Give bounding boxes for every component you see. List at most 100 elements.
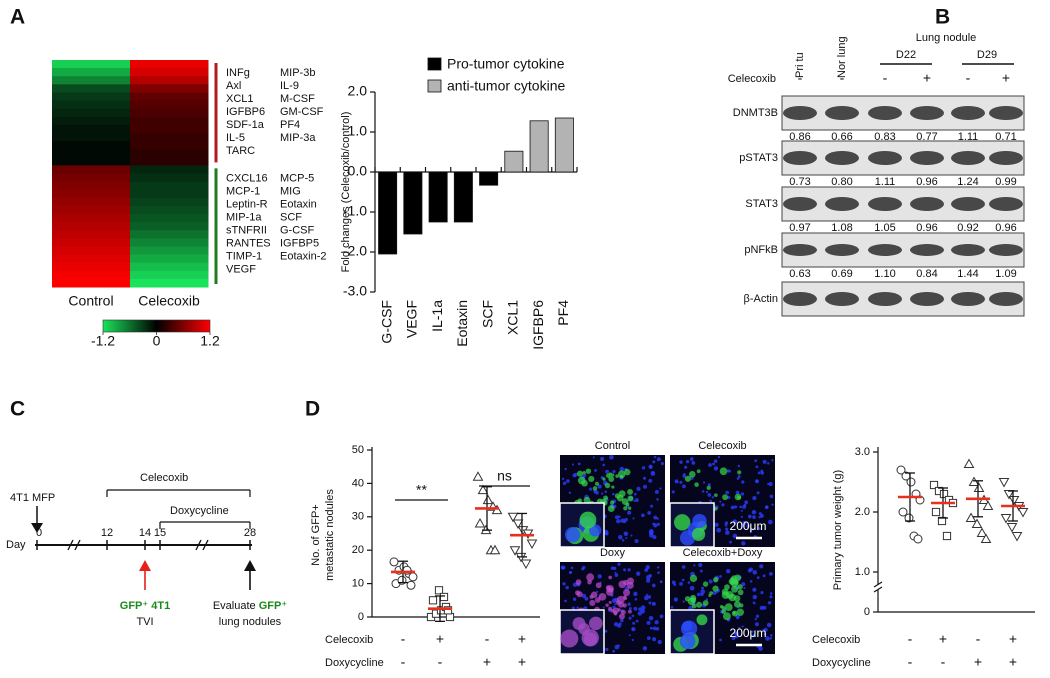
- condition-sign: +: [518, 631, 526, 647]
- day-number: 28: [244, 527, 256, 539]
- heatmap-cell: [130, 108, 209, 118]
- nucleus: [614, 515, 619, 520]
- gfp-cell: [602, 477, 606, 481]
- blot-band: [951, 197, 985, 211]
- panel-label: C: [10, 398, 25, 421]
- nucleus: [653, 455, 657, 459]
- heatmap-cell: [130, 100, 209, 110]
- nucleus: [673, 597, 679, 602]
- band-value: 1.44: [957, 268, 978, 280]
- y-axis-title: Primary tumor weight (g): [832, 470, 844, 590]
- nucleus: [659, 614, 664, 619]
- nucleus: [757, 471, 761, 475]
- blot-membrane: [781, 232, 1025, 268]
- nucleus: [653, 515, 658, 520]
- bar: [529, 120, 549, 173]
- nucleus: [744, 500, 749, 505]
- nucleus: [570, 566, 574, 570]
- evaluate-gfp: GFP⁺: [259, 600, 288, 612]
- nucleus: [619, 466, 625, 472]
- nucleus: [711, 496, 714, 499]
- gfp-cell: [737, 470, 742, 475]
- nucleus: [625, 537, 628, 540]
- treatment-label: Doxycycline: [170, 505, 229, 517]
- condition-sign: -: [401, 654, 406, 670]
- blot-band: [868, 151, 902, 165]
- nucleus: [738, 626, 741, 629]
- x-tick-label: IL-1a: [429, 300, 445, 332]
- nucleus: [756, 576, 760, 580]
- nucleus: [640, 605, 646, 611]
- gfp-cell: [610, 608, 615, 613]
- nucleus: [652, 637, 657, 642]
- treatment-sign: -: [883, 70, 888, 86]
- condition-sign: +: [1009, 631, 1017, 647]
- heatmap-cell: [52, 132, 131, 142]
- heatmap-cell: [52, 278, 131, 288]
- heatmap-cell: [130, 149, 209, 158]
- nucleus: [758, 646, 763, 651]
- nucleus: [592, 456, 595, 459]
- blot-band: [783, 197, 817, 211]
- gfp-cell: [724, 603, 733, 612]
- data-point: [509, 546, 521, 556]
- column-label: Celecoxib: [138, 293, 200, 309]
- y-tick-label: 2.0: [348, 83, 368, 99]
- heatmap-cell: [52, 100, 131, 110]
- nucleus: [589, 487, 593, 491]
- gene-label: M-CSF: [280, 93, 315, 105]
- nucleus: [641, 466, 646, 470]
- nucleus: [561, 565, 566, 570]
- nucleus: [627, 510, 632, 515]
- data-point: [939, 489, 949, 499]
- y-tick-label: -3.0: [343, 283, 367, 299]
- gene-label: sTNFRII: [226, 224, 267, 236]
- inset-cell: [679, 633, 696, 650]
- nucleus: [568, 491, 572, 495]
- panel-label: A: [10, 6, 25, 29]
- blot-band: [783, 106, 817, 120]
- gene-label: IGFBP5: [280, 237, 319, 249]
- gene-label: CXCL16: [226, 172, 268, 184]
- condition-sign: -: [401, 631, 406, 647]
- nucleus: [742, 525, 745, 528]
- nucleus: [616, 623, 622, 628]
- y-tick-label: -2.0: [343, 243, 367, 259]
- nucleus: [634, 598, 638, 601]
- gfp-cell: [582, 470, 586, 475]
- axis-break: [873, 581, 883, 588]
- band-value: 0.96: [916, 222, 937, 234]
- blot-band: [868, 106, 902, 120]
- nucleus: [564, 467, 567, 471]
- nucleus: [649, 465, 653, 469]
- nucleus: [604, 531, 609, 536]
- nucleus: [742, 521, 747, 525]
- gfp-cell: [691, 603, 697, 609]
- inset-cell: [692, 513, 707, 529]
- y-axis-title: No. of GFP+: [310, 504, 322, 565]
- gene-label: MIP-1a: [226, 211, 262, 223]
- protein-label: pNFkB: [744, 244, 778, 256]
- heatmap-cell: [130, 84, 209, 93]
- heatmap-cell: [130, 76, 209, 85]
- gfp-cell: [702, 581, 709, 587]
- x-tick-label: SCF: [479, 300, 495, 328]
- condition-label: Celecoxib: [812, 634, 860, 646]
- heatmap-cell: [130, 254, 209, 264]
- gfp-cell: [734, 574, 742, 582]
- nucleus: [674, 479, 679, 484]
- heatmap-cell: [52, 254, 131, 264]
- gfp-cell: [684, 475, 691, 482]
- heatmap-cell: [52, 222, 131, 231]
- y-tick-label: 1.0: [348, 123, 368, 139]
- nucleus: [648, 528, 654, 534]
- nucleus: [749, 529, 752, 533]
- significance-label: **: [416, 482, 427, 498]
- x-tick-label: XCL1: [505, 300, 521, 335]
- band-value: 0.69: [831, 268, 852, 280]
- nucleus: [620, 618, 624, 623]
- y-tick-label: 30: [352, 511, 364, 523]
- blot-band: [910, 106, 944, 120]
- gfp-cell: [611, 473, 615, 477]
- heatmap-cell: [52, 173, 131, 183]
